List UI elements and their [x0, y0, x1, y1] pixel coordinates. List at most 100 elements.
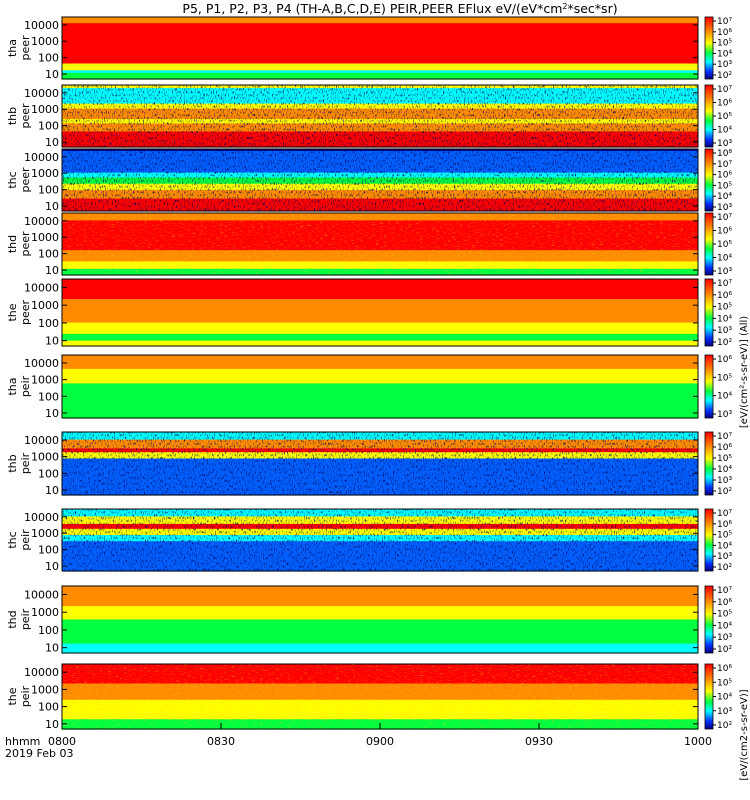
instrument-label: peir — [19, 529, 32, 551]
spectrum-band — [62, 383, 698, 400]
y-tick-label: 100 — [38, 52, 59, 65]
y-tick-label: 100 — [38, 701, 59, 714]
colorbar — [704, 212, 714, 276]
y-tick-label: 1000 — [31, 683, 59, 696]
colorbar-tick-label: 10⁶ — [717, 598, 732, 608]
y-tick-label: 100 — [38, 390, 59, 403]
colorbar-tick-label: 10⁸ — [717, 149, 732, 159]
y-tick-label: 10 — [45, 560, 59, 573]
spectrum-band — [62, 606, 698, 621]
colorbar-tick-label: 10⁷ — [717, 279, 732, 289]
panel-y-label: thepeir — [6, 685, 32, 707]
y-tick-label: 1000 — [31, 103, 59, 116]
panel-frame — [61, 84, 699, 148]
colorbar-tick-label: 10² — [717, 487, 732, 497]
colorbar-title-peir: [eV/(cm2-s-sr-eV)] — [739, 689, 750, 780]
y-tick-label: 1000 — [31, 527, 59, 540]
colorbar-tick-label: 10³ — [717, 203, 732, 213]
panel-frame — [61, 508, 699, 572]
probe-label: the — [6, 687, 19, 705]
colorbar-tick-label: 10⁵ — [717, 303, 732, 313]
panel-frame — [61, 585, 699, 654]
spectrum-band — [62, 63, 698, 71]
y-tick-label: 10 — [45, 484, 59, 497]
instrument-label: peer — [19, 167, 32, 193]
probe-label: the — [6, 303, 19, 321]
spectrum-band — [62, 299, 698, 324]
x-axis-label: hhmm — [5, 735, 40, 748]
y-tick-label: 100 — [38, 317, 59, 330]
panel-y-label: thbpeer — [6, 103, 32, 129]
colorbar-tick-label: 10² — [717, 721, 732, 731]
colorbar-tick-label: 10⁴ — [717, 621, 732, 631]
colorbar-tick-label: 10⁶ — [717, 355, 732, 365]
instrument-label: peer — [19, 300, 32, 326]
spectrum-noise — [62, 509, 698, 571]
colorbar-tick-label: 10³ — [717, 326, 732, 336]
panel-y-label: thcpeer — [6, 167, 32, 193]
colorbar-tick-label: 10⁵ — [717, 678, 732, 688]
y-tick-label: 10 — [45, 407, 59, 420]
colorbar-tick-label: 10³ — [717, 476, 732, 486]
colorbar-tick-label: 10⁴ — [717, 254, 732, 264]
colorbar-tick-label: 10⁵ — [717, 181, 732, 191]
colorbar — [704, 354, 714, 419]
panel-frame — [61, 354, 699, 419]
spectrum-band — [62, 72, 698, 80]
panel-y-label: thdpeer — [6, 231, 32, 257]
panel-tha-peir: 10 100 1000 10000 thapeir 10⁶ 10⁵ 10⁴ 10³ — [6, 354, 732, 420]
x-tick-label: 1000 — [684, 735, 712, 748]
y-tick-label: 10 — [45, 136, 59, 149]
y-tick-label: 1000 — [31, 167, 59, 180]
y-tick-label: 100 — [38, 624, 59, 637]
panel-frame — [61, 148, 699, 212]
colorbar-tick-label: 10⁶ — [717, 443, 732, 453]
colorbar-tick-label: 10⁴ — [717, 126, 732, 136]
colorbar-tick-label: 10⁷ — [717, 17, 732, 27]
colorbar — [704, 84, 714, 148]
y-tick-label: 100 — [38, 248, 59, 261]
colorbar-tick-label: 10⁴ — [717, 465, 732, 475]
colorbar-tick-label: 10⁶ — [717, 520, 732, 530]
y-tick-label: 10000 — [24, 87, 59, 100]
colorbar-tick-label: 10⁵ — [717, 240, 732, 250]
y-tick-label: 10000 — [24, 215, 59, 228]
colorbar-tick-label: 10⁴ — [717, 541, 732, 551]
colorbar-tick-label: 10⁴ — [717, 693, 732, 703]
colorbar-tick-label: 10³ — [717, 633, 732, 643]
colorbar — [704, 508, 714, 572]
panel-thb-peer: 10 100 1000 10000 thbpeer 10⁷ 10⁶ 10⁵ 10⁴ 10³ — [6, 84, 732, 149]
instrument-label: peir — [19, 375, 32, 397]
spectrum-noise — [62, 432, 698, 495]
x-tick-label: 0830 — [207, 735, 235, 748]
colorbar-tick-label: 10⁷ — [717, 432, 732, 442]
panel-frame — [61, 278, 699, 347]
x-tick-label: 0930 — [525, 735, 553, 748]
colorbar-tick-label: 10³ — [717, 552, 732, 562]
spectrum-band — [62, 340, 698, 347]
colorbar-tick-label: 10³ — [717, 267, 732, 277]
probe-label: tha — [6, 377, 19, 395]
spectrum-texture — [62, 664, 698, 729]
panel-thd-peer: 10 100 1000 10000 thdpeer 10⁷ 10⁶ 10⁵ 10⁴ 10³ — [6, 212, 732, 277]
probe-label: thc — [6, 171, 19, 188]
y-tick-label: 10 — [45, 68, 59, 81]
instrument-label: peer — [19, 103, 32, 129]
colorbar-tick-label: 10⁷ — [717, 586, 732, 596]
instrument-label: peer — [19, 231, 32, 257]
colorbar-tick-label: 10³ — [717, 707, 732, 717]
spectrum-band — [62, 399, 698, 419]
colorbar — [704, 431, 714, 496]
y-tick-label: 10000 — [24, 19, 59, 32]
panel-frame — [61, 16, 699, 80]
probe-label: tha — [6, 39, 19, 57]
colorbar-tick-label: 10³ — [717, 410, 732, 420]
instrument-label: peir — [19, 608, 32, 630]
y-tick-label: 100 — [38, 120, 59, 133]
y-tick-label: 10000 — [24, 357, 59, 370]
